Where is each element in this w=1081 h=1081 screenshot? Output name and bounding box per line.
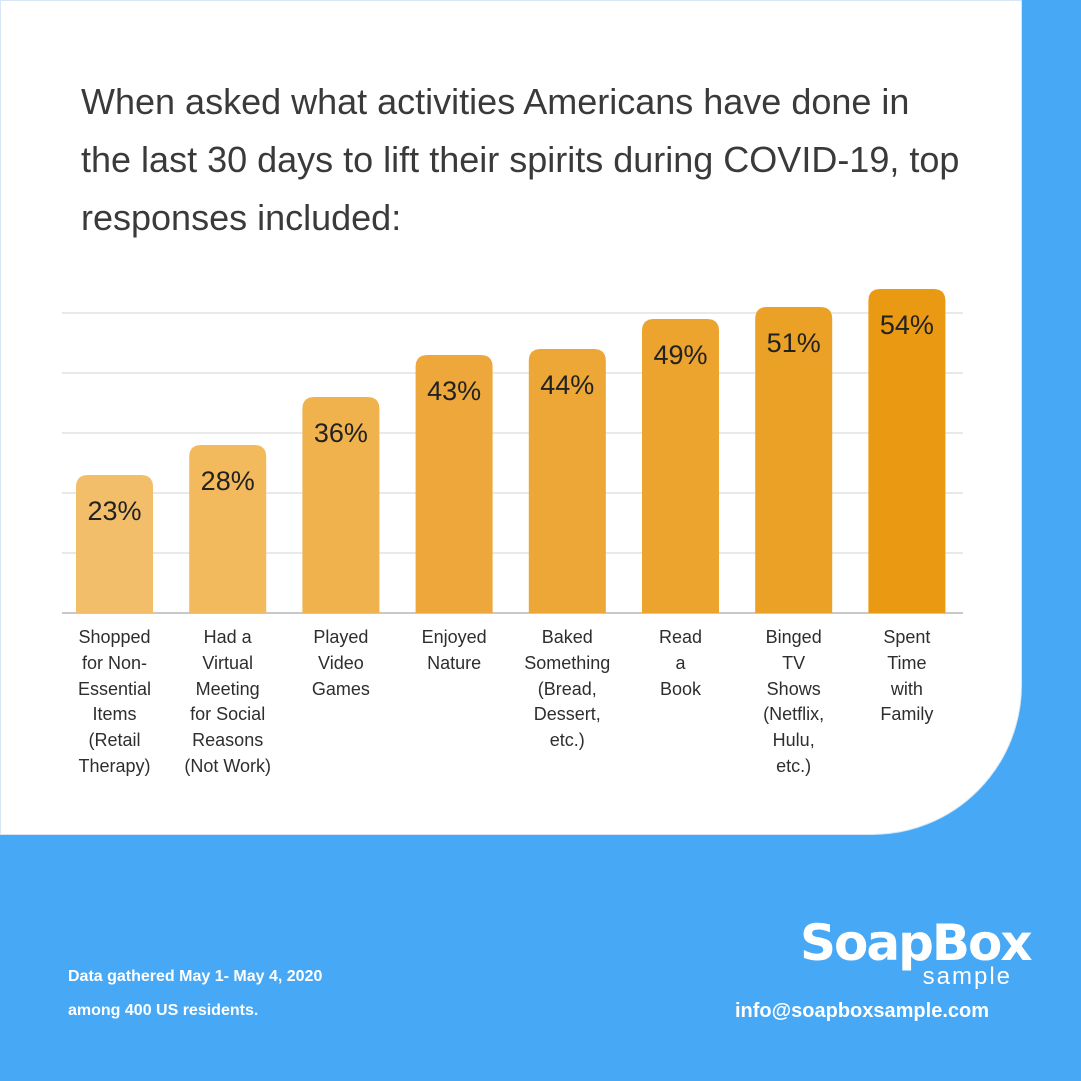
category-label: Had a Virtual Meeting for Social Reasons… [184, 627, 272, 776]
category-label: Played Video Games [311, 627, 370, 699]
bar-value-label: 43% [427, 376, 481, 406]
bar-value-label: 28% [201, 466, 255, 496]
category-label: Baked Something (Bread, Dessert, etc.) [524, 627, 611, 751]
bar [868, 289, 946, 613]
bar [415, 355, 493, 613]
bar [189, 445, 267, 613]
bar-value-label: 54% [880, 310, 934, 340]
footnote-line-1: Data gathered May 1- May 4, 2020 [68, 968, 323, 985]
bar [528, 349, 606, 613]
footnote-line-2: among 400 US residents. [68, 1002, 259, 1019]
logo-sub-text: sample [922, 963, 1012, 990]
category-label: Spent Time with Family [880, 627, 934, 725]
bar [76, 475, 153, 613]
logo-main-text: SoapBox [800, 914, 1033, 972]
category-label: Binged TV Shows (Netflix, Hulu, etc.) [763, 627, 825, 776]
bar-value-label: 36% [314, 418, 368, 448]
bar [642, 319, 719, 613]
bar [755, 307, 833, 613]
chart-card: When asked what activities Americans hav… [0, 0, 1022, 835]
bar-value-label: 49% [653, 340, 707, 370]
bar-value-label: 51% [767, 328, 821, 358]
category-label: Enjoyed Nature [421, 627, 487, 673]
bar-value-label: 23% [87, 496, 141, 526]
bar [302, 397, 380, 613]
footnote: Data gathered May 1- May 4, 2020 among 4… [68, 960, 322, 1028]
bar-value-label: 44% [540, 370, 594, 400]
category-label: Read a Book [658, 627, 703, 699]
chart-title: When asked what activities Americans hav… [81, 81, 960, 238]
contact-email[interactable]: info@soapboxsample.com [735, 1000, 989, 1022]
category-label: Shopped for Non- Essential Items (Retail… [77, 627, 152, 776]
bar-chart: 23% 28% 36% 43% 44% 49% 51% 54% [62, 289, 963, 614]
soapbox-logo: SoapBox sample [800, 914, 1033, 991]
